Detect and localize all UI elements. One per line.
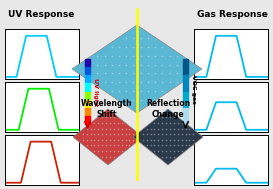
Text: Wavelength
Shift: Wavelength Shift [81,99,133,119]
Bar [85,67,90,75]
Bar [85,100,90,108]
Bar [85,108,90,116]
Polygon shape [72,25,202,113]
Bar [85,59,90,67]
Bar [85,75,90,83]
Bar [183,75,188,91]
Text: UV Response: UV Response [8,10,74,19]
Bar [85,83,90,91]
Text: UV light: UV light [93,78,98,106]
Polygon shape [73,109,143,165]
Polygon shape [133,109,203,165]
Bar [85,116,90,124]
Bar [183,91,188,108]
Bar [85,91,90,100]
Text: Gas Response: Gas Response [197,10,268,19]
Bar [183,108,188,124]
Bar [183,59,188,75]
Text: VOC gas: VOC gas [191,75,196,103]
Text: Reflection
Change: Reflection Change [146,99,190,119]
